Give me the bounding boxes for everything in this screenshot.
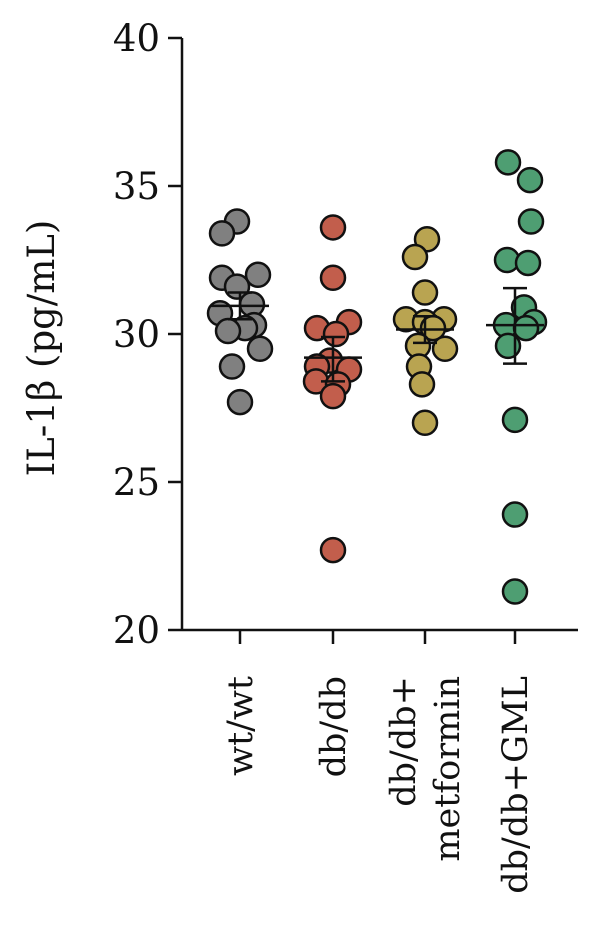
data-point xyxy=(494,332,522,360)
data-group xyxy=(392,226,459,437)
data-point xyxy=(516,166,544,194)
data-point xyxy=(517,208,545,235)
data-point xyxy=(512,314,540,342)
data-point xyxy=(411,409,439,437)
data-point xyxy=(319,536,347,564)
category-label: db/db xyxy=(314,676,354,777)
data-group xyxy=(206,208,274,416)
data-point xyxy=(319,264,347,292)
category-label: metformin xyxy=(428,676,468,862)
data-point xyxy=(501,406,529,434)
category-labels: wt/wt db/db db/db+ metformin db/db+GML xyxy=(221,630,536,894)
y-tick-label: 40 xyxy=(113,17,160,60)
data-point xyxy=(431,335,459,363)
y-tick-label: 30 xyxy=(113,313,160,356)
category-label: db/db+GML xyxy=(496,676,536,894)
data-groups xyxy=(206,149,548,605)
data-point xyxy=(319,382,347,410)
data-point xyxy=(218,353,246,380)
category-label: db/db+ xyxy=(384,676,424,807)
data-point xyxy=(408,371,436,398)
data-point xyxy=(501,578,529,605)
data-point xyxy=(244,261,272,289)
data-point xyxy=(246,335,274,363)
y-tick-label: 35 xyxy=(113,165,160,208)
data-point xyxy=(401,243,429,271)
y-ticks: 20 25 30 35 40 xyxy=(113,17,182,652)
data-group xyxy=(302,214,363,564)
data-point xyxy=(411,279,439,306)
y-tick-label: 20 xyxy=(113,609,160,652)
data-point xyxy=(319,214,347,241)
data-point xyxy=(494,149,522,176)
data-point xyxy=(501,501,529,528)
data-point xyxy=(214,317,242,345)
y-axis-label: IL-1β (pg/mL) xyxy=(20,220,63,477)
category-label: wt/wt xyxy=(221,676,261,776)
data-point xyxy=(208,220,236,247)
data-point xyxy=(514,249,542,277)
y-tick-label: 25 xyxy=(113,461,160,504)
data-point xyxy=(226,388,254,416)
data-point xyxy=(322,320,350,348)
data-group xyxy=(486,149,548,605)
